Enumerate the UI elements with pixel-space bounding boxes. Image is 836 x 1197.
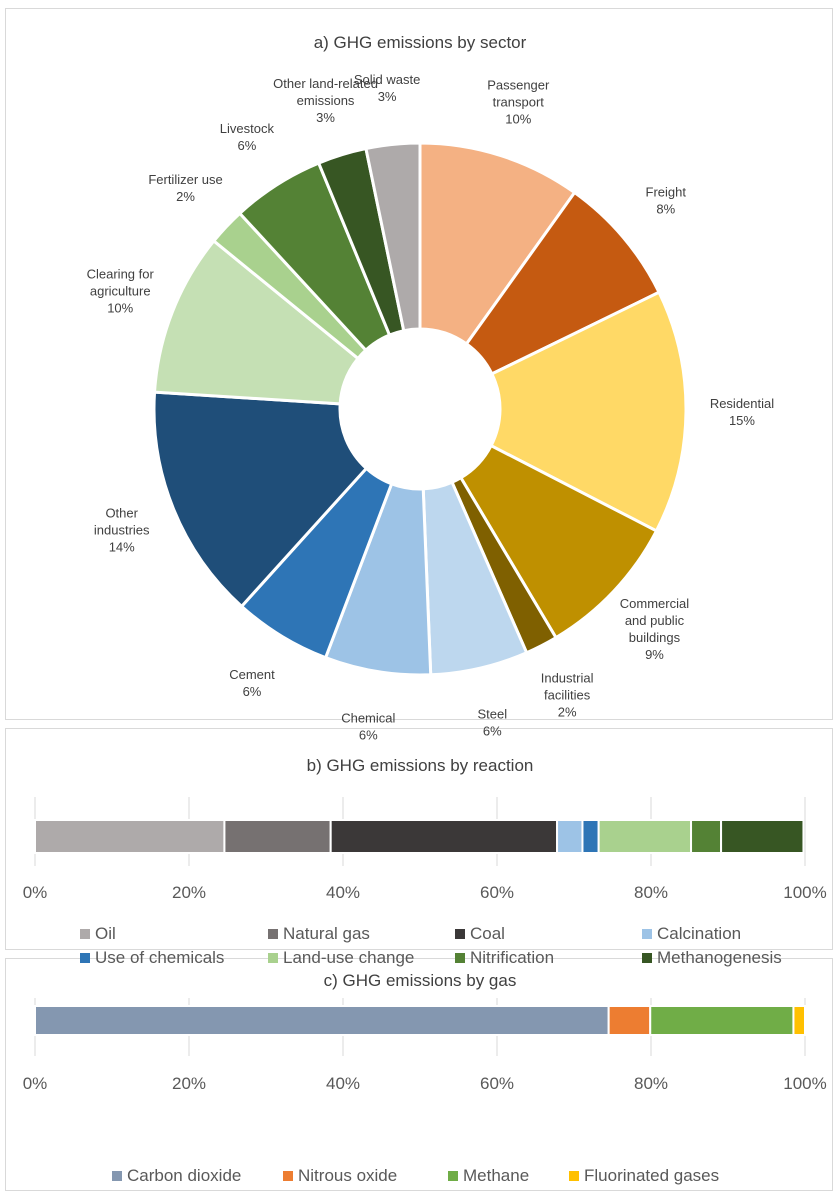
b-legend-label-1: Natural gas [283,924,370,943]
b-legend-swatch-4 [80,953,90,963]
c-legend-swatch-0 [112,1171,122,1181]
pie-label-0: Passenger transport 10% [487,77,550,126]
b-tick-5: 100% [783,883,826,902]
b-legend-swatch-7 [642,953,652,963]
b-legend-label-3: Calcination [657,924,741,943]
b-bar-7 [720,819,805,854]
b-legend-swatch-3 [642,929,652,939]
panel-b-frame-box [5,728,833,950]
pie-label-9: Clearing for agriculture 10% [87,266,155,315]
gas-legend: Carbon dioxide Nitrous oxide Methane Fluori… [112,1166,719,1185]
c-bar-3 [792,1005,807,1036]
pie-slice-2 [489,290,688,533]
pie-label-6: Chemical 6% [341,710,395,742]
c-legend-label-2: Methane [463,1166,529,1185]
c-legend-label-1: Nitrous oxide [298,1166,397,1185]
b-legend-label-4: Use of chemicals [95,948,224,967]
b-legend-label-2: Coal [470,924,505,943]
b-legend-label-7: Methanogenesis [657,948,782,967]
reaction-bar-chart: b) GHG emissions by reaction 0% 20% 40% 60%… [23,756,827,967]
pie-label-10: Fertilizer use 2% [148,172,222,204]
pie-label-4: Industrial facilities 2% [541,670,594,719]
c-tick-2: 40% [326,1074,360,1093]
reaction-chart-title: b) GHG emissions by reaction [307,756,534,775]
pie-slices [152,141,688,677]
pie-label-13: Solid waste 3% [354,72,420,104]
reaction-tick-labels: 0% 20% 40% 60% 80% 100% [23,883,827,902]
c-legend-label-3: Fluorinated gases [584,1166,719,1185]
pie-label-7: Cement 6% [229,667,275,699]
b-legend-label-0: Oil [95,924,116,943]
gas-bar-chart: c) GHG emissions by gas 0% 20% 40% 60% 80% 10… [23,971,827,1185]
b-legend-label-5: Land-use change [283,948,414,967]
b-tick-1: 20% [172,883,206,902]
gas-tick-labels: 0% 20% 40% 60% 80% 100% [23,1074,827,1093]
c-tick-3: 60% [480,1074,514,1093]
pie-label-12: Other land-related emissions 3% [273,76,378,125]
c-legend-swatch-1 [283,1171,293,1181]
c-tick-4: 80% [634,1074,668,1093]
b-legend-swatch-1 [268,929,278,939]
pie-chart-title: a) GHG emissions by sector [314,33,527,52]
pie-slice-8 [152,390,369,609]
pie-slice-3 [458,443,659,640]
b-bar-6 [690,819,723,854]
gas-chart-title: c) GHG emissions by gas [324,971,517,990]
b-bar-4 [581,819,600,854]
pie-label-3: Commercial and public buildings 9% [620,596,689,662]
c-tick-1: 20% [172,1074,206,1093]
c-bar-2 [649,1005,795,1036]
pie-label-11: Livestock 6% [220,121,275,153]
b-legend-swatch-5 [268,953,278,963]
c-legend-label-0: Carbon dioxide [127,1166,241,1185]
c-tick-0: 0% [23,1074,48,1093]
panel-c-frame [5,958,833,1191]
pie-label-5: Steel 6% [477,706,507,738]
b-bar-5 [597,819,693,854]
b-bar-3 [556,819,584,854]
pie-label-8: Other industries 14% [94,505,150,554]
b-bar-0 [34,819,226,854]
pie-labels: Passenger transport 10% Freight 8% Residentia… [87,72,775,742]
c-tick-5: 100% [783,1074,826,1093]
reaction-legend: Oil Natural gas Coal Calcination Use of chem… [80,924,782,967]
b-tick-4: 80% [634,883,668,902]
b-legend-label-6: Nitrification [470,948,554,967]
pie-chart: a) GHG emissions by sector Passenger tran… [87,33,775,742]
panel-a-frame [5,8,833,720]
b-legend-swatch-2 [455,929,465,939]
pie-slice-13 [364,141,422,333]
c-bar-0 [34,1005,610,1036]
b-legend-swatch-6 [455,953,465,963]
pie-slice-0 [418,141,577,346]
reaction-bars [34,819,805,854]
pie-label-1: Freight 8% [646,184,687,216]
b-tick-0: 0% [23,883,48,902]
gas-bars [34,1005,807,1036]
c-legend-swatch-2 [448,1171,458,1181]
c-legend-swatch-3 [569,1171,579,1181]
b-tick-3: 60% [480,883,514,902]
c-bar-1 [607,1005,652,1036]
b-bar-2 [329,819,559,854]
b-legend-swatch-0 [80,929,90,939]
pie-label-2: Residential 15% [710,396,774,428]
b-bar-1 [223,819,332,854]
b-tick-2: 40% [326,883,360,902]
pie-slice-9 [152,238,361,406]
